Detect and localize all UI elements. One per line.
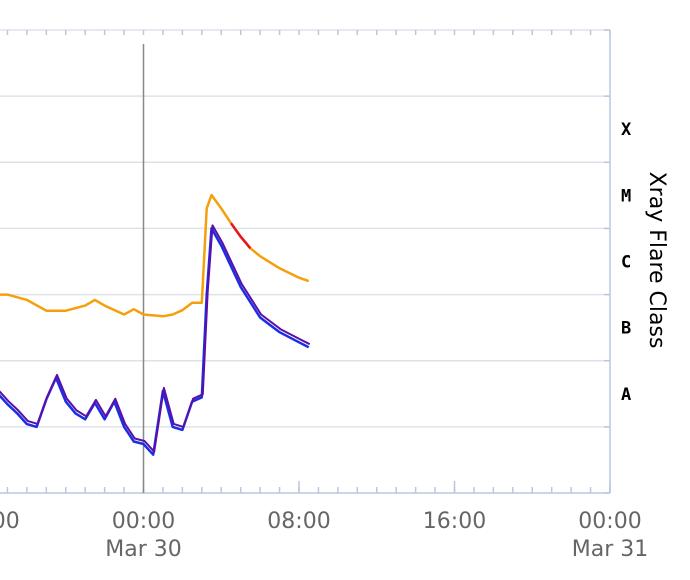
axis-labels: 16:00 00:00 Mar 30 08:00 16:00 00:00 Mar 31 X M C… <box>0 120 648 562</box>
x-tick-label: 16:00 <box>0 509 20 534</box>
series-highlight-long <box>229 222 252 250</box>
x-tick-label: 08:00 <box>267 509 330 534</box>
series-line-long <box>0 193 310 318</box>
flare-class-label: C <box>621 253 631 273</box>
x-date-label: Mar 31 <box>572 537 649 562</box>
x-tick-label: 00:00 <box>578 509 641 534</box>
right-axis-title: Xray Flare Class <box>644 172 669 349</box>
axes <box>0 29 611 494</box>
series-overlay-short <box>0 224 311 453</box>
x-date-label: Mar 30 <box>105 537 182 562</box>
series-lines <box>0 193 311 456</box>
grid-lines <box>0 29 610 428</box>
x-tick-label: 00:00 <box>112 509 175 534</box>
flare-class-label: A <box>621 385 631 405</box>
x-tick-label: 16:00 <box>423 509 486 534</box>
series-line-short <box>0 227 310 456</box>
flare-class-label: X <box>621 120 632 140</box>
flare-class-label: B <box>621 319 631 339</box>
flare-class-label: M <box>621 186 631 206</box>
